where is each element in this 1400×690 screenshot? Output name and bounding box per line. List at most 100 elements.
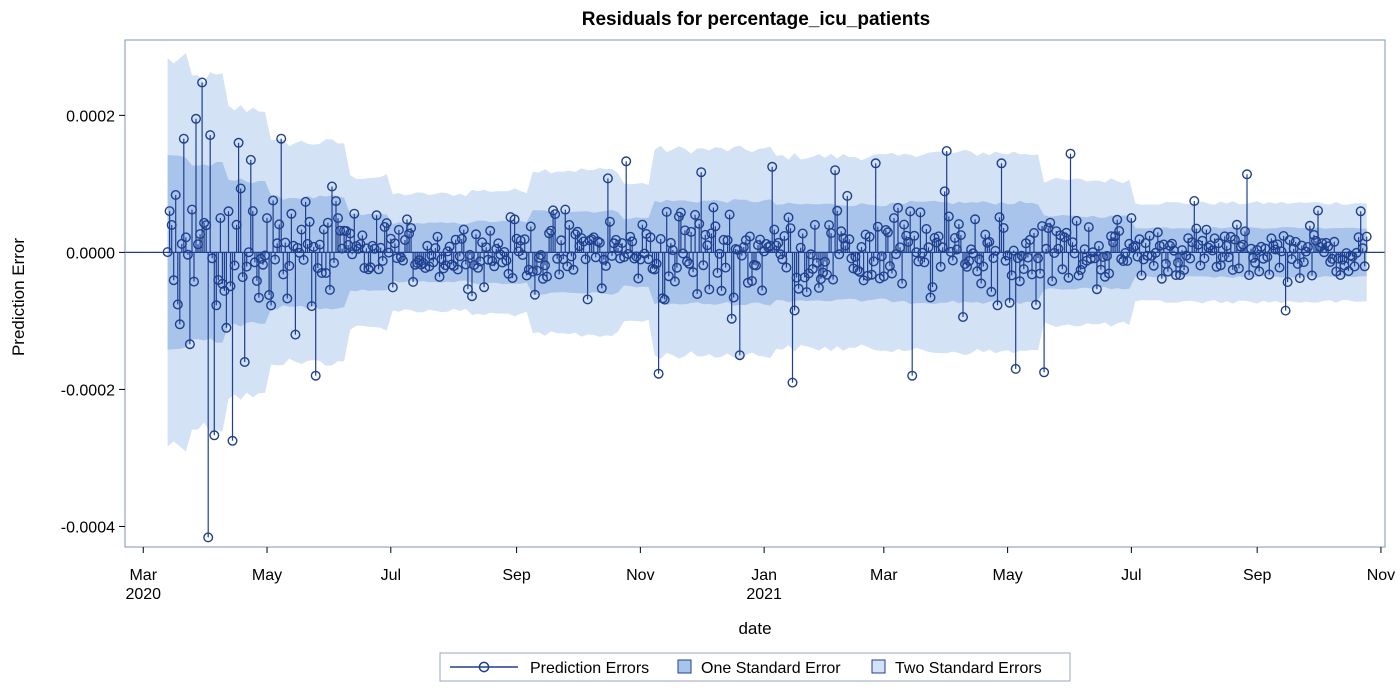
residual-marker — [247, 206, 258, 217]
residual-marker — [955, 230, 966, 241]
residual-marker — [564, 219, 575, 230]
residual-marker — [917, 247, 928, 258]
residual-marker — [1274, 262, 1285, 273]
residual-marker — [805, 249, 816, 260]
data-point — [1065, 148, 1076, 159]
x-tick-label: Jul — [381, 567, 401, 584]
residual-marker — [943, 211, 954, 222]
residual-marker — [300, 196, 311, 207]
residual-marker — [726, 313, 737, 324]
residual-marker — [302, 238, 313, 249]
residual-marker — [1248, 252, 1259, 263]
residual-marker — [1053, 243, 1064, 254]
residual-marker — [692, 289, 703, 300]
residual-marker — [1284, 235, 1295, 246]
residual-marker — [1201, 224, 1212, 235]
residual-marker — [909, 230, 920, 241]
residual-marker — [671, 262, 682, 273]
residual-marker — [822, 269, 833, 280]
residual-marker — [329, 257, 340, 268]
residual-marker — [789, 305, 800, 316]
residual-marker — [828, 274, 839, 285]
residual-marker — [1185, 253, 1196, 264]
residual-marker — [992, 300, 1003, 311]
residual-marker — [381, 218, 392, 229]
residual-marker — [714, 248, 725, 259]
residual-marker — [580, 254, 591, 265]
residual-marker — [751, 260, 762, 271]
residual-marker — [434, 271, 445, 282]
residual-marker — [229, 260, 240, 271]
residual-marker — [984, 236, 995, 247]
x-tick-label: Mar — [870, 567, 898, 584]
data-point — [941, 145, 952, 156]
residual-marker — [1292, 258, 1303, 269]
data-point — [197, 77, 208, 88]
residual-marker — [219, 285, 230, 296]
residual-marker — [304, 216, 315, 227]
residual-marker — [489, 261, 500, 272]
residual-marker — [442, 246, 453, 257]
residual-marker — [978, 261, 989, 272]
residual-marker — [391, 253, 402, 264]
residual-marker — [211, 300, 222, 311]
data-point — [172, 299, 183, 310]
residual-marker — [1087, 247, 1098, 258]
residual-marker — [728, 292, 739, 303]
data-point — [209, 430, 220, 441]
data-point — [787, 377, 798, 388]
data-point — [996, 158, 1007, 169]
residual-marker — [529, 289, 540, 300]
data-point — [1355, 206, 1366, 217]
residual-marker — [744, 231, 755, 242]
residual-marker — [199, 217, 210, 228]
residual-marker — [377, 255, 388, 266]
residual-marker — [369, 243, 380, 254]
residual-marker — [834, 249, 845, 260]
residual-marker — [842, 190, 853, 201]
residual-marker — [921, 223, 932, 234]
residual-marker — [282, 293, 293, 304]
residual-marker — [398, 255, 409, 266]
residual-marker — [264, 290, 275, 301]
x-tick-year-label: 2020 — [125, 586, 161, 603]
residual-marker — [700, 229, 711, 240]
residual-marker — [1286, 254, 1297, 265]
data-point — [696, 167, 707, 178]
residual-marker — [393, 224, 404, 235]
residual-marker — [880, 224, 891, 235]
residual-marker — [1152, 227, 1163, 238]
data-point — [333, 213, 344, 224]
residual-marker — [919, 257, 930, 268]
residual-marker — [554, 269, 565, 280]
residual-marker — [1162, 266, 1173, 277]
residual-marker — [738, 242, 749, 253]
residual-marker — [270, 254, 281, 265]
residual-marker — [335, 225, 346, 236]
residual-marker — [852, 265, 863, 276]
residual-marker — [1172, 257, 1183, 268]
x-tick-label: Jan — [751, 567, 777, 584]
residual-marker — [1276, 246, 1287, 257]
residual-marker — [633, 273, 644, 284]
residual-marker — [1207, 245, 1218, 256]
residual-marker — [357, 230, 368, 241]
residual-marker — [882, 227, 893, 238]
residual-marker — [962, 261, 973, 272]
residual-marker — [1217, 252, 1228, 263]
residual-marker — [1045, 217, 1056, 228]
residual-marker — [1032, 253, 1043, 264]
residual-marker — [327, 181, 338, 192]
x-tick-year-label: 2021 — [746, 586, 782, 603]
residual-marker — [809, 219, 820, 230]
data-point — [310, 370, 321, 381]
residual-marker — [1302, 241, 1313, 252]
data-point — [276, 133, 287, 144]
residual-marker — [866, 269, 877, 280]
x-tick-label: Nov — [1367, 567, 1395, 584]
data-point — [1010, 363, 1021, 374]
residual-marker — [164, 206, 175, 217]
residual-marker — [1122, 255, 1133, 266]
residual-marker — [797, 228, 808, 239]
data-point — [653, 368, 664, 379]
